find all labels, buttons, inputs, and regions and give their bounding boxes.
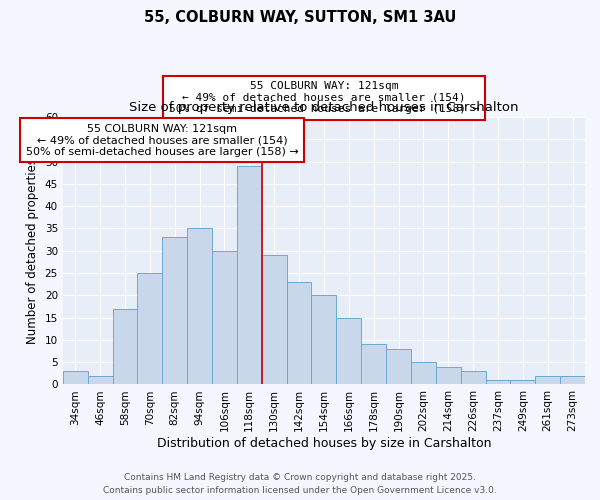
Bar (162, 238, 187, 384)
Bar (212, 251, 237, 384)
Bar (88, 376, 113, 384)
Y-axis label: Number of detached properties: Number of detached properties (26, 158, 39, 344)
Bar (337, 318, 361, 384)
Title: Size of property relative to detached houses in Carshalton: Size of property relative to detached ho… (129, 102, 518, 114)
X-axis label: Distribution of detached houses by size in Carshalton: Distribution of detached houses by size … (157, 437, 491, 450)
Text: 55 COLBURN WAY: 121sqm
← 49% of detached houses are smaller (154)
50% of semi-de: 55 COLBURN WAY: 121sqm ← 49% of detached… (169, 81, 479, 114)
Bar (386, 349, 411, 384)
Bar (113, 308, 137, 384)
Bar (436, 366, 461, 384)
Bar (560, 376, 585, 384)
Bar (411, 362, 436, 384)
Bar (137, 273, 162, 384)
Bar (187, 228, 212, 384)
Bar (511, 380, 535, 384)
Text: 55, COLBURN WAY, SUTTON, SM1 3AU: 55, COLBURN WAY, SUTTON, SM1 3AU (144, 10, 456, 25)
Bar (535, 376, 560, 384)
Text: Contains HM Land Registry data © Crown copyright and database right 2025.
Contai: Contains HM Land Registry data © Crown c… (103, 473, 497, 495)
Bar (361, 344, 386, 385)
Bar (485, 380, 511, 384)
Text: 55 COLBURN WAY: 121sqm
← 49% of detached houses are smaller (154)
50% of semi-de: 55 COLBURN WAY: 121sqm ← 49% of detached… (26, 124, 299, 157)
Bar (262, 255, 287, 384)
Bar (287, 282, 311, 384)
Bar (461, 371, 485, 384)
Bar (237, 166, 262, 384)
Bar (311, 296, 337, 384)
Bar (63, 371, 88, 384)
